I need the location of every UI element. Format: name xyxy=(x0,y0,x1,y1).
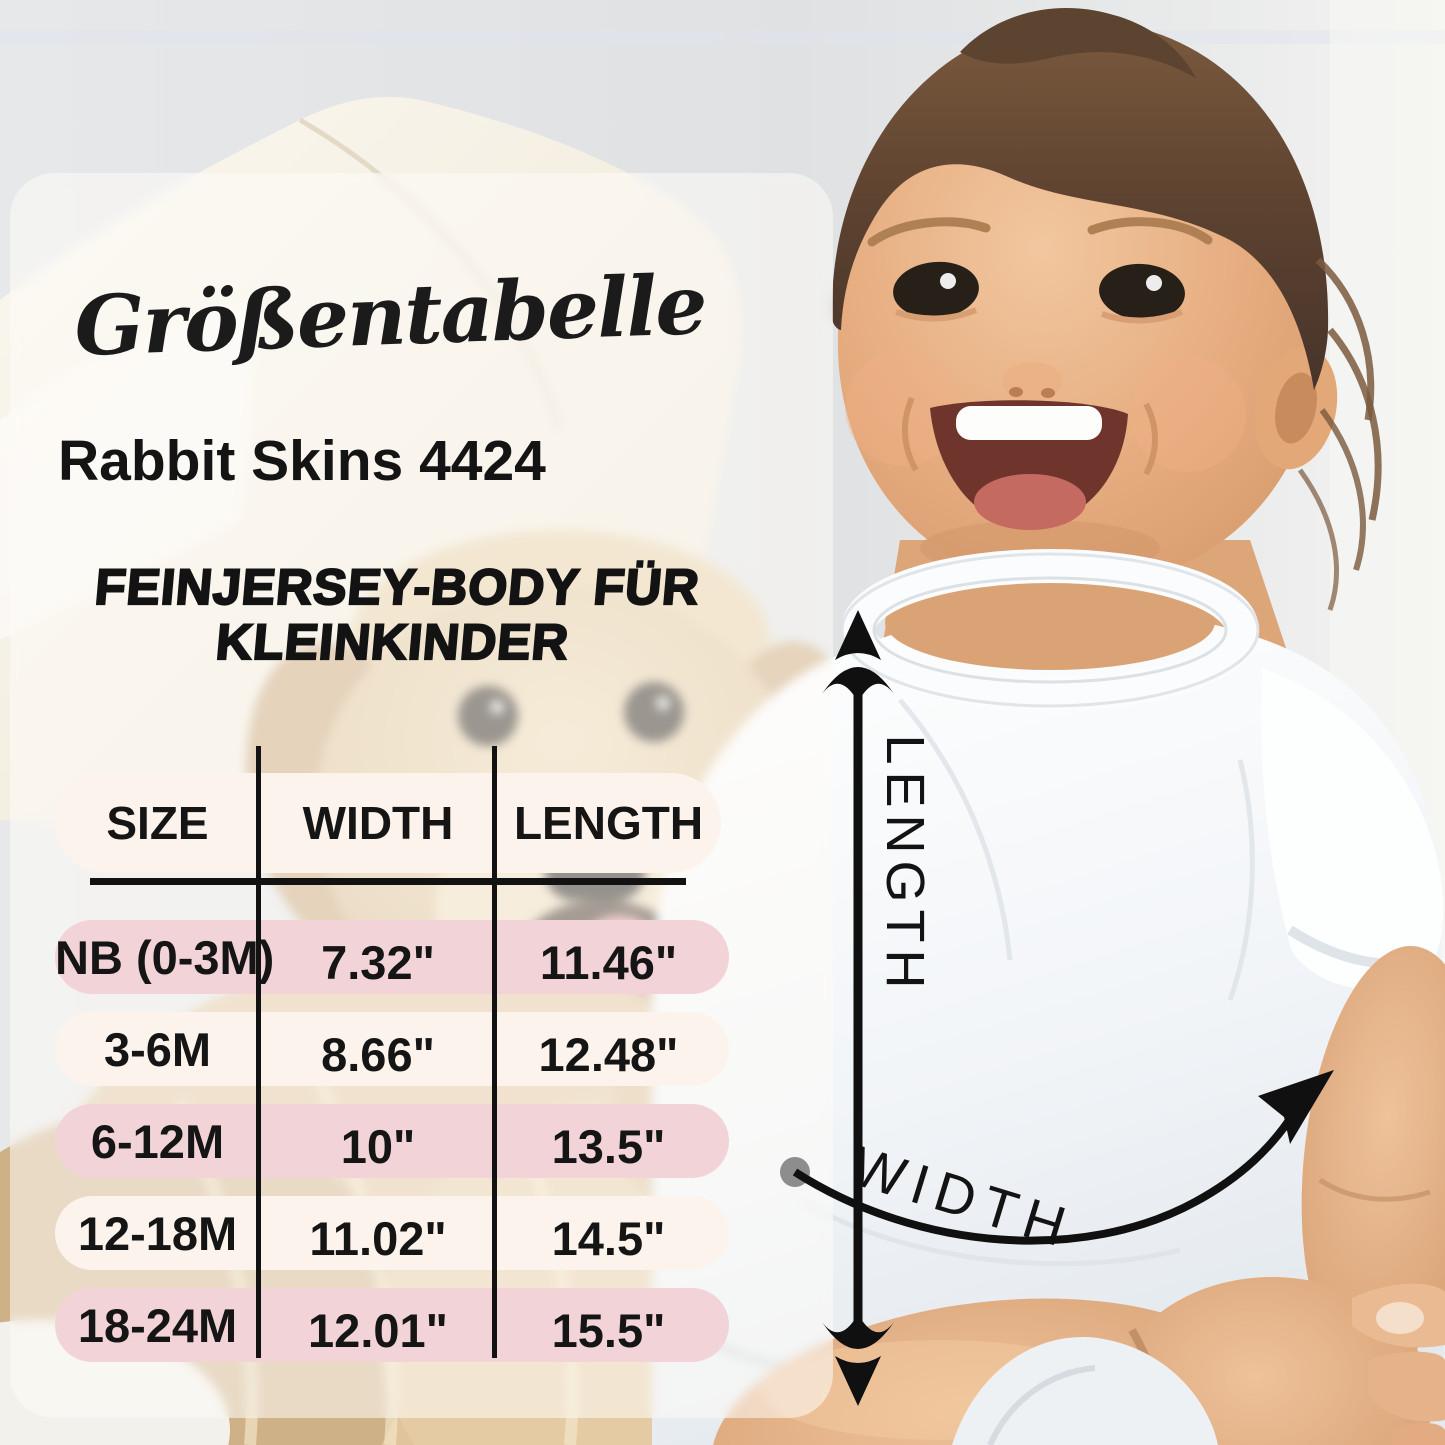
length-cell: 15.5" xyxy=(551,1303,666,1357)
size-table: SIZE WIDTH LENGTH NB (0-3M) 7.32" 11.46"… xyxy=(55,746,729,1373)
baby-eyebrow xyxy=(1087,217,1213,245)
baby-eye xyxy=(1099,263,1185,321)
baby-eye xyxy=(893,261,979,319)
product-subtitle: FEINJERSEY-BODY FÜR KLEINKINDER xyxy=(23,558,767,671)
product-title: Rabbit Skins 4424 xyxy=(58,429,546,493)
size-cell: 18-24M xyxy=(77,1298,238,1352)
width-axis-label: WIDTH xyxy=(844,1133,1082,1261)
table-row: NB (0-3M) 7.32" 11.46" xyxy=(55,920,729,994)
table-header-row: SIZE WIDTH LENGTH xyxy=(55,773,721,873)
column-divider xyxy=(492,746,497,1358)
table-row: 18-24M 12.01" 15.5" xyxy=(55,1288,729,1362)
size-cell: 12-18M xyxy=(77,1206,238,1260)
width-cell: 12.01" xyxy=(308,1303,448,1357)
length-cell: 13.5" xyxy=(551,1119,666,1173)
baby-hair xyxy=(831,19,1329,390)
length-axis-label: LENGTH xyxy=(875,734,935,996)
length-cell: 11.46" xyxy=(539,935,678,989)
width-cell: 11.02" xyxy=(309,1211,447,1265)
length-cell: 14.5" xyxy=(551,1211,666,1265)
subtitle-line-2: KLEINKINDER xyxy=(213,613,573,671)
size-cell: 3-6M xyxy=(103,1022,212,1076)
baby-hand xyxy=(1352,1283,1445,1445)
column-header-length: LENGTH xyxy=(513,797,704,849)
column-header-size: SIZE xyxy=(106,797,209,849)
baby-arm xyxy=(1301,945,1445,1375)
subtitle-line-1: FEINJERSEY-BODY FÜR xyxy=(92,558,703,616)
table-row: 12-18M 11.02" 14.5" xyxy=(55,1196,729,1270)
header-underline xyxy=(90,878,686,885)
size-cell: 6-12M xyxy=(90,1114,225,1168)
bodysuit-sleeve xyxy=(1261,668,1444,990)
width-cell: 7.32" xyxy=(321,935,435,989)
page-title: Größentabelle xyxy=(73,257,707,375)
table-row: 6-12M 10" 13.5" xyxy=(55,1104,729,1178)
length-cell: 12.48" xyxy=(538,1027,679,1081)
baby-eyebrow xyxy=(867,217,991,247)
width-cell: 8.66" xyxy=(321,1027,435,1081)
table-row: 3-6M 8.66" 12.48" xyxy=(55,1012,729,1086)
size-cell: NB (0-3M) xyxy=(55,930,275,984)
column-divider xyxy=(256,746,261,1358)
width-cell: 10" xyxy=(340,1119,416,1173)
column-header-width: WIDTH xyxy=(302,797,454,849)
